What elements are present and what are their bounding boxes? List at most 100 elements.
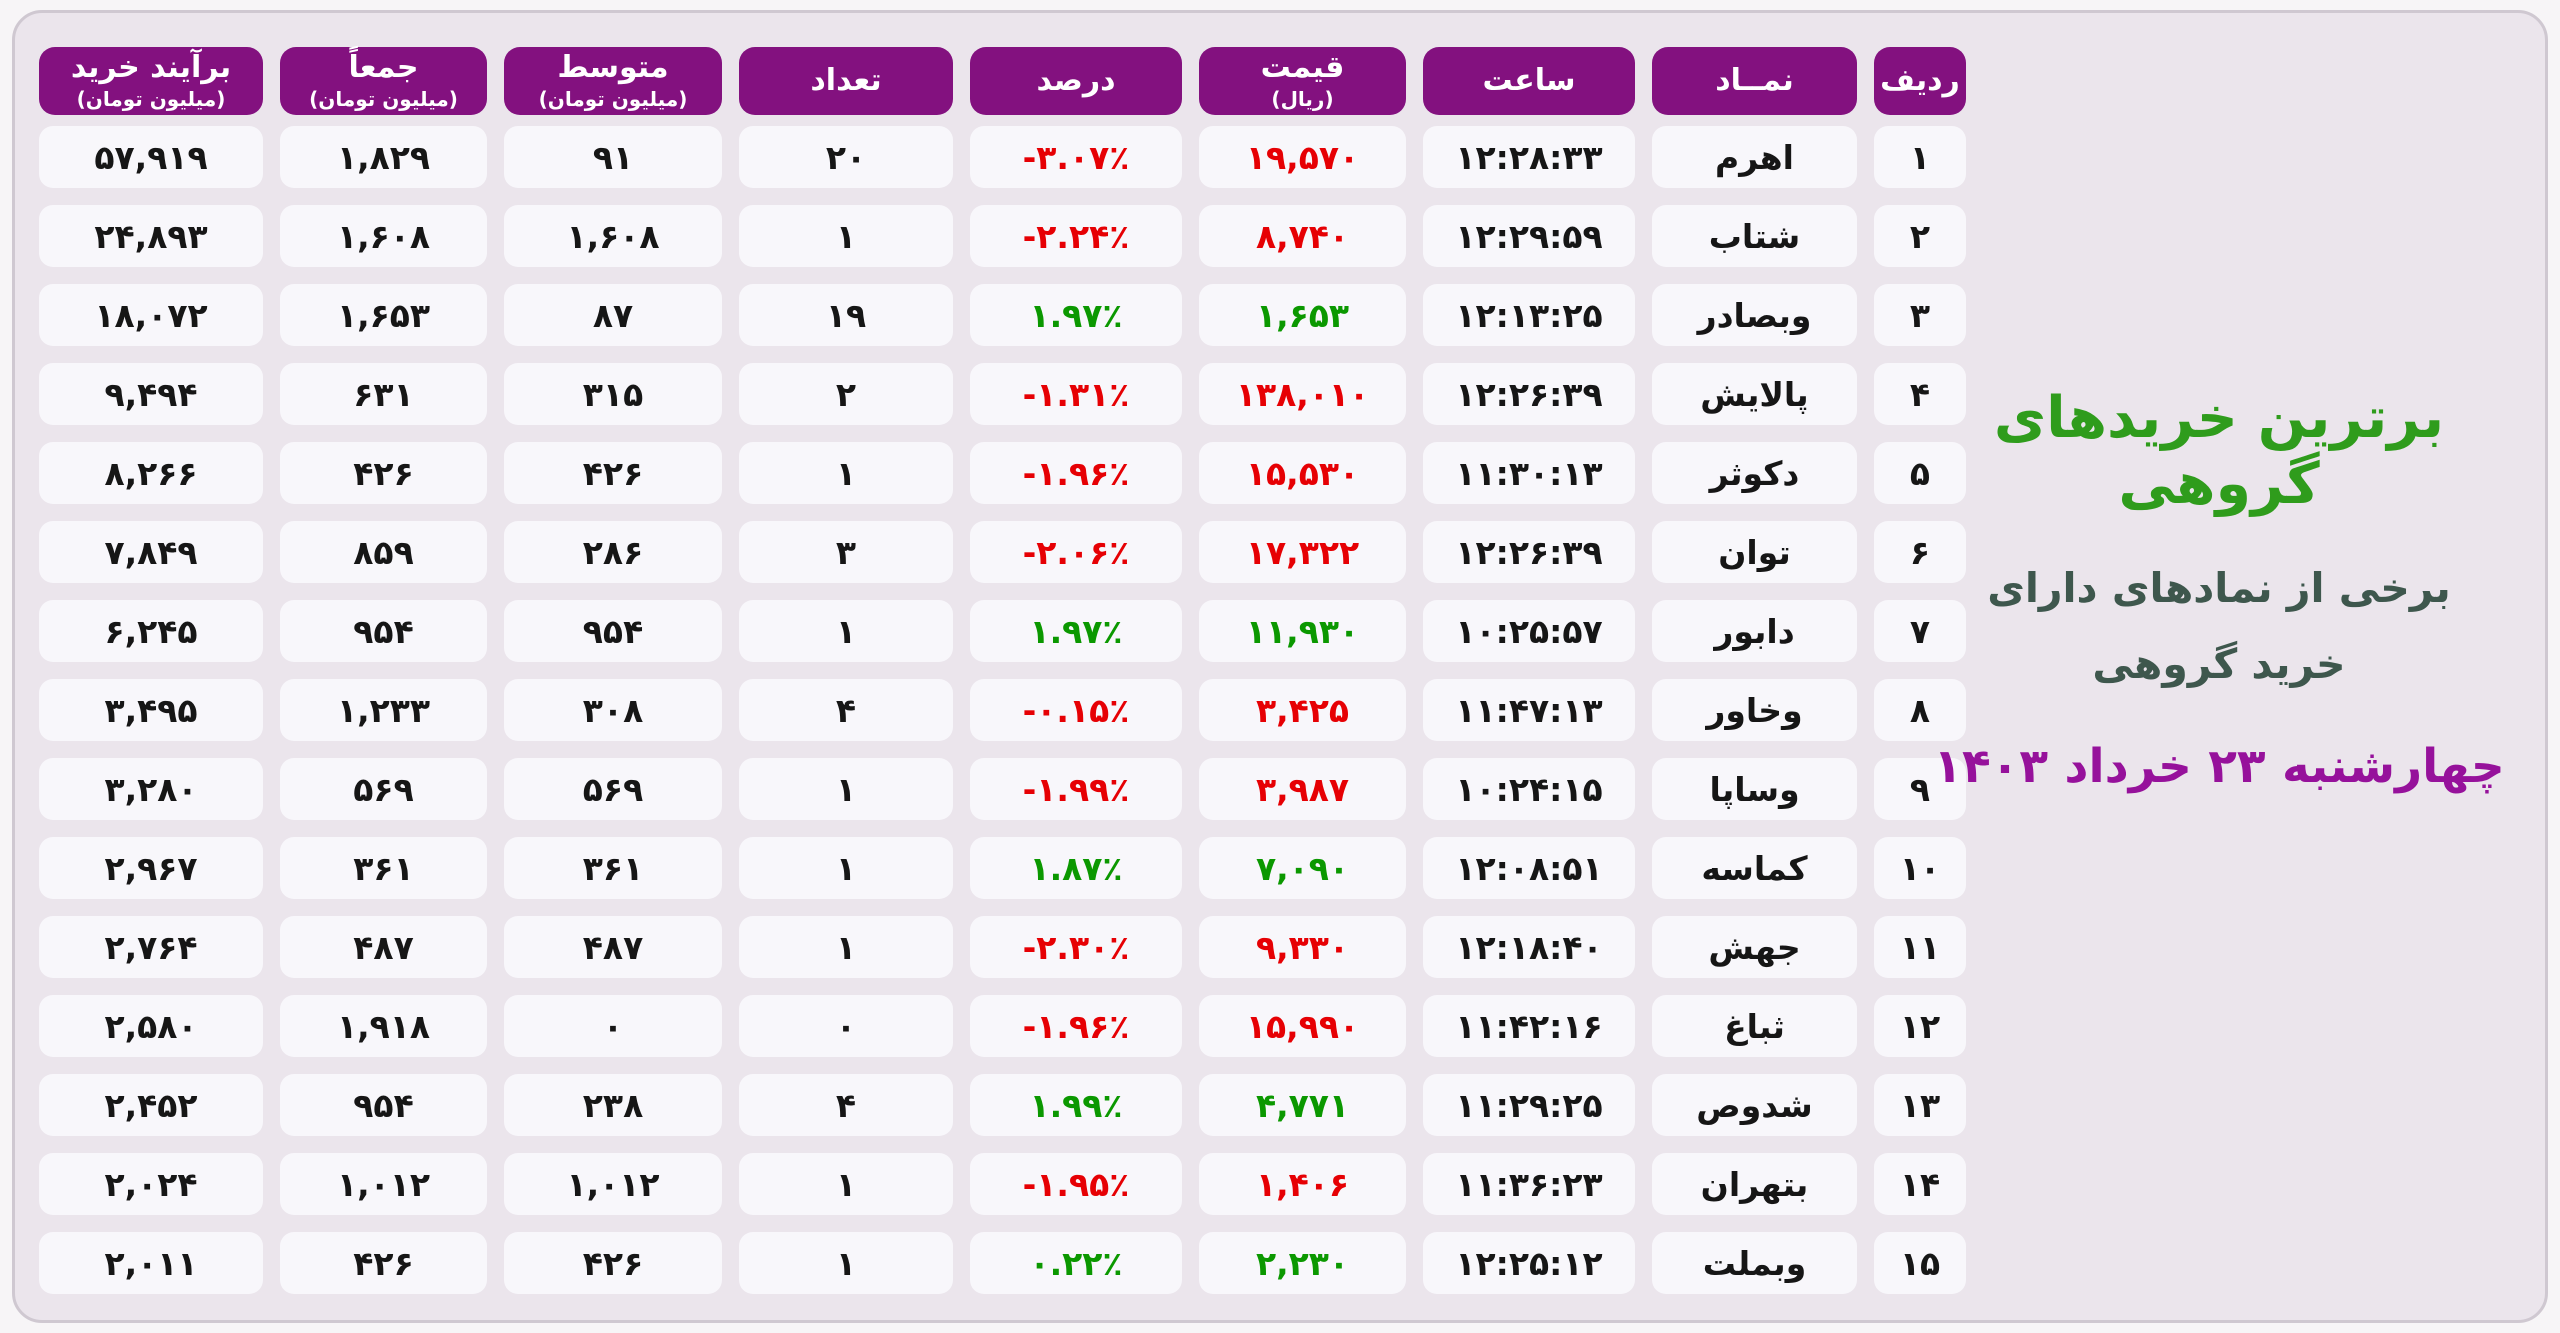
cell-avg: ۳۶۱ (504, 837, 722, 899)
cell-count: ۱ (739, 1153, 953, 1215)
cell-net: ۹,۴۹۴ (39, 363, 263, 425)
column-header-count: تعداد (739, 47, 953, 115)
cell-symbol: بتهران (1652, 1153, 1857, 1215)
cell-percent: -۱.۹۵٪ (970, 1153, 1182, 1215)
cell-price: ۹,۳۳۰ (1199, 916, 1406, 978)
cell-price: ۱۹,۵۷۰ (1199, 126, 1406, 188)
cell-symbol: وخاور (1652, 679, 1857, 741)
cell-rank: ۱۳ (1874, 1074, 1966, 1136)
cell-net: ۳,۲۸۰ (39, 758, 263, 820)
cell-net: ۲,۷۶۴ (39, 916, 263, 978)
cell-time: ۱۲:۲۹:۵۹ (1423, 205, 1635, 267)
cell-symbol: اهرم (1652, 126, 1857, 188)
cell-avg: ۰ (504, 995, 722, 1057)
cell-count: ۱ (739, 600, 953, 662)
cell-avg: ۵۶۹ (504, 758, 722, 820)
cell-price: ۱۵,۹۹۰ (1199, 995, 1406, 1057)
cell-time: ۱۲:۲۶:۳۹ (1423, 363, 1635, 425)
cell-total: ۱,۰۱۲ (280, 1153, 487, 1215)
cell-percent: ۱.۸۷٪ (970, 837, 1182, 899)
cell-symbol: شدوص (1652, 1074, 1857, 1136)
cell-net: ۳,۴۹۵ (39, 679, 263, 741)
cell-total: ۴۸۷ (280, 916, 487, 978)
cell-avg: ۴۲۶ (504, 1232, 722, 1294)
cell-count: ۲ (739, 363, 953, 425)
cell-avg: ۱,۶۰۸ (504, 205, 722, 267)
column-header-percent: درصد (970, 47, 1182, 115)
cell-rank: ۶ (1874, 521, 1966, 583)
cell-total: ۳۶۱ (280, 837, 487, 899)
cell-percent: -۲.۳۰٪ (970, 916, 1182, 978)
cell-price: ۳,۹۸۷ (1199, 758, 1406, 820)
cell-symbol: دکوثر (1652, 442, 1857, 504)
cell-net: ۲,۰۲۴ (39, 1153, 263, 1215)
column-header-avg: متوسط (میلیون تومان) (504, 47, 722, 115)
cell-percent: ۱.۹۷٪ (970, 284, 1182, 346)
cell-percent: -۱.۳۱٪ (970, 363, 1182, 425)
cell-symbol: وبملت (1652, 1232, 1857, 1294)
cell-count: ۴ (739, 1074, 953, 1136)
cell-total: ۱,۲۳۳ (280, 679, 487, 741)
cell-avg: ۹۱ (504, 126, 722, 188)
cell-total: ۱,۶۰۸ (280, 205, 487, 267)
cell-price: ۱۱,۹۳۰ (1199, 600, 1406, 662)
cell-time: ۱۰:۲۵:۵۷ (1423, 600, 1635, 662)
cell-symbol: جهش (1652, 916, 1857, 978)
cell-rank: ۵ (1874, 442, 1966, 504)
cell-avg: ۴۸۷ (504, 916, 722, 978)
page-title: برترین خریدهای گروهی (1993, 385, 2445, 517)
cell-symbol: پالایش (1652, 363, 1857, 425)
cell-total: ۴۲۶ (280, 1232, 487, 1294)
cell-net: ۲,۰۱۱ (39, 1232, 263, 1294)
column-header-rank: ردیف (1874, 47, 1966, 115)
cell-rank: ۱ (1874, 126, 1966, 188)
cell-count: ۱ (739, 837, 953, 899)
cell-avg: ۳۰۸ (504, 679, 722, 741)
cell-count: ۱۹ (739, 284, 953, 346)
cell-time: ۱۱:۴۷:۱۳ (1423, 679, 1635, 741)
cell-rank: ۷ (1874, 600, 1966, 662)
cell-avg: ۳۱۵ (504, 363, 722, 425)
cell-percent: ۱.۹۷٪ (970, 600, 1182, 662)
cell-total: ۱,۶۵۳ (280, 284, 487, 346)
cell-total: ۵۶۹ (280, 758, 487, 820)
cell-percent: -۱.۹۹٪ (970, 758, 1182, 820)
cell-rank: ۱۱ (1874, 916, 1966, 978)
cell-symbol: کماسه (1652, 837, 1857, 899)
cell-rank: ۹ (1874, 758, 1966, 820)
cell-avg: ۴۲۶ (504, 442, 722, 504)
cell-rank: ۱۵ (1874, 1232, 1966, 1294)
cell-price: ۴,۷۷۱ (1199, 1074, 1406, 1136)
buyers-table: ردیف نمــاد ساعت قیمت (ریال) درصد تعداد متوسط (م… (39, 47, 1966, 1294)
cell-price: ۷,۰۹۰ (1199, 837, 1406, 899)
cell-symbol: دابور (1652, 600, 1857, 662)
cell-net: ۶,۲۴۵ (39, 600, 263, 662)
cell-count: ۰ (739, 995, 953, 1057)
cell-time: ۱۲:۱۸:۴۰ (1423, 916, 1635, 978)
column-header-net: برآیند خرید (میلیون تومان) (39, 47, 263, 115)
cell-time: ۱۱:۲۹:۲۵ (1423, 1074, 1635, 1136)
cell-count: ۱ (739, 916, 953, 978)
cell-avg: ۱,۰۱۲ (504, 1153, 722, 1215)
cell-net: ۱۸,۰۷۲ (39, 284, 263, 346)
cell-rank: ۱۰ (1874, 837, 1966, 899)
cell-time: ۱۱:۳۶:۲۳ (1423, 1153, 1635, 1215)
cell-price: ۱۵,۵۳۰ (1199, 442, 1406, 504)
cell-net: ۲,۵۸۰ (39, 995, 263, 1057)
cell-symbol: شتاب (1652, 205, 1857, 267)
cell-rank: ۸ (1874, 679, 1966, 741)
column-header-price: قیمت (ریال) (1199, 47, 1406, 115)
cell-percent: -۰.۱۵٪ (970, 679, 1182, 741)
page-subtitle: برخی از نمادهای دارای خرید گروهی (1919, 551, 2519, 703)
cell-total: ۱,۸۲۹ (280, 126, 487, 188)
cell-count: ۴ (739, 679, 953, 741)
cell-price: ۳,۴۲۵ (1199, 679, 1406, 741)
cell-net: ۲,۴۵۲ (39, 1074, 263, 1136)
column-header-symbol: نمــاد (1652, 47, 1857, 115)
cell-count: ۲۰ (739, 126, 953, 188)
column-header-total: جمعاً (میلیون تومان) (280, 47, 487, 115)
cell-percent: -۱.۹۶٪ (970, 995, 1182, 1057)
cell-time: ۱۲:۰۸:۵۱ (1423, 837, 1635, 899)
cell-count: ۱ (739, 1232, 953, 1294)
